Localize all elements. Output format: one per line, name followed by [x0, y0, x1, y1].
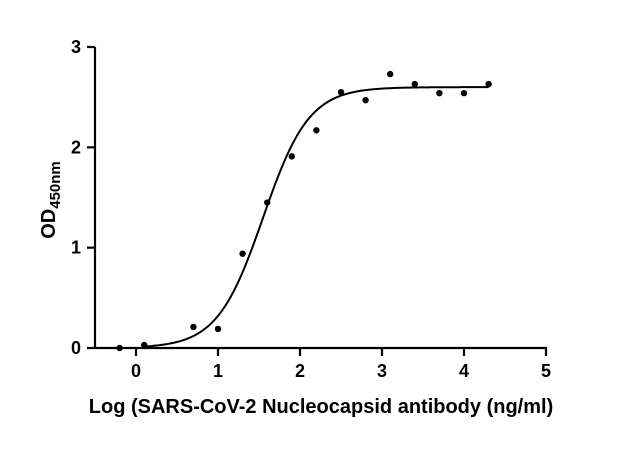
data-point [239, 250, 246, 257]
data-point [313, 127, 320, 134]
data-point [387, 70, 394, 78]
x-tick-label: 2 [295, 361, 305, 381]
y-axis-title-subscript: 450nm [47, 161, 64, 209]
y-axis-ticks: 0 1 2 3 [71, 37, 95, 358]
data-point [460, 89, 468, 97]
y-tick-label: 2 [71, 137, 81, 157]
x-tick-label: 4 [459, 361, 469, 381]
y-axis-title-text: OD450nm [38, 161, 64, 239]
data-point [214, 325, 222, 333]
data-point [362, 96, 369, 104]
data-point [411, 80, 418, 88]
x-tick-label: 0 [131, 361, 141, 381]
data-point [264, 199, 271, 206]
x-tick-label: 1 [213, 361, 223, 381]
data-point [141, 341, 148, 349]
y-axis-title: OD450nm [38, 161, 64, 239]
y-tick-label: 3 [71, 37, 81, 57]
data-point [436, 89, 443, 97]
fit-curve [144, 86, 489, 348]
data-point [288, 153, 295, 160]
data-point [337, 88, 345, 96]
x-axis-title: Log (SARS-CoV-2 Nucleocapsid antibody (n… [89, 396, 553, 418]
data-point [190, 323, 197, 331]
y-axis-title-main: OD [38, 209, 60, 239]
data-points [116, 70, 492, 352]
x-axis-ticks: 0 1 2 3 4 5 [131, 348, 551, 381]
x-tick-label: 5 [541, 361, 551, 381]
y-tick-label: 1 [71, 238, 81, 258]
y-tick-label: 0 [71, 338, 81, 358]
data-point [485, 80, 492, 88]
x-tick-label: 3 [377, 361, 387, 381]
data-point [116, 344, 123, 352]
